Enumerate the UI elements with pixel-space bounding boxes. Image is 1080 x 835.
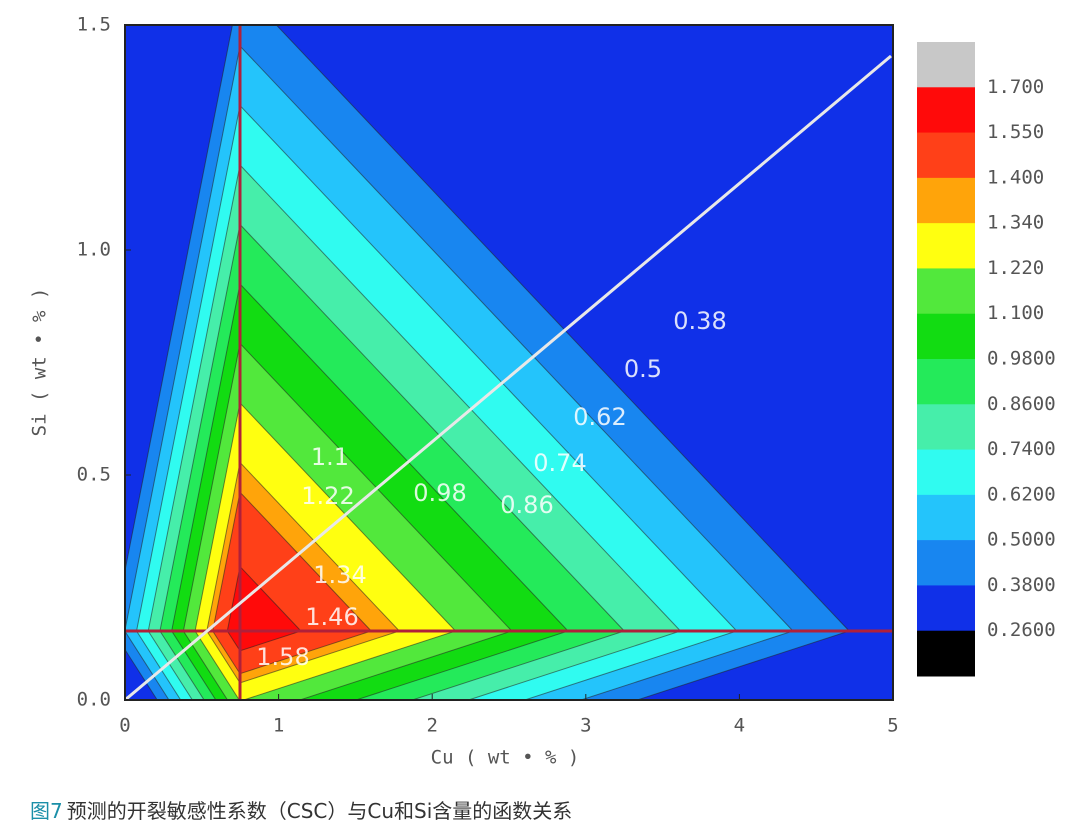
x-tick-label: 3 (580, 715, 591, 737)
x-tick-label: 5 (887, 715, 898, 737)
colorbar-label: 1.100 (987, 302, 1044, 324)
colorbar-swatch (917, 359, 975, 405)
colorbar-label: 0.7400 (987, 438, 1056, 460)
colorbar-swatch (917, 223, 975, 269)
colorbar-swatch (917, 268, 975, 315)
contour-label: 1.1 (311, 443, 349, 471)
colorbar-label: 0.8600 (987, 393, 1056, 415)
colorbar-label: 0.5000 (987, 529, 1056, 551)
colorbar-swatch (917, 313, 975, 360)
colorbar-swatch (917, 630, 975, 677)
y-tick-label: 0.0 (77, 689, 111, 711)
contour-label: 1.22 (301, 482, 354, 510)
x-tick-label: 4 (734, 715, 745, 737)
y-tick-label: 0.5 (77, 464, 111, 486)
x-tick-label: 2 (426, 715, 437, 737)
diagonal-line (125, 54, 892, 700)
colorbar-swatch (917, 404, 975, 451)
colorbar-label: 0.2600 (987, 619, 1056, 641)
colorbar-label: 1.400 (987, 166, 1044, 188)
contour-label: 0.74 (533, 449, 586, 477)
caption: 图7 预测的开裂敏感性系数（CSC）与Cu和Si含量的函数关系 (30, 799, 572, 823)
figure-label: 图7 (30, 799, 63, 823)
colorbar-label: 0.6200 (987, 483, 1056, 505)
y-tick-label: 1.5 (77, 14, 111, 36)
contour-label: 1.58 (256, 643, 309, 671)
colorbar-swatch (917, 494, 975, 541)
colorbar-label: 1.340 (987, 212, 1044, 234)
contour-label: 0.38 (673, 307, 726, 335)
colorbar-swatch (917, 177, 975, 224)
contour-label: 1.34 (313, 561, 366, 589)
contour-label: 0.62 (573, 403, 626, 431)
colorbar-swatch (917, 585, 975, 632)
x-axis-title: Cu ( wt • % ) (431, 747, 580, 769)
contour-label: 0.98 (413, 479, 466, 507)
contour-label: 0.86 (500, 491, 553, 519)
plot-frame (124, 24, 894, 701)
caption-text: 预测的开裂敏感性系数（CSC）与Cu和Si含量的函数关系 (67, 799, 573, 823)
plot-area (125, 25, 893, 700)
colorbar-label: 1.220 (987, 257, 1044, 279)
colorbar-swatch (917, 132, 975, 179)
colorbar-swatch (917, 540, 975, 586)
contour-label: 0.5 (624, 355, 662, 383)
colorbar-label: 1.700 (987, 76, 1044, 98)
colorbar-label: 0.3800 (987, 574, 1056, 596)
contour-label: 1.46 (305, 603, 358, 631)
colorbar-swatch (917, 42, 975, 88)
colorbar-swatch (917, 87, 975, 134)
colorbar-label: 1.550 (987, 121, 1044, 143)
x-tick-label: 1 (273, 715, 284, 737)
colorbar-swatch (917, 449, 975, 496)
y-axis-title: Si ( wt • % ) (29, 288, 51, 437)
x-tick-label: 0 (119, 715, 130, 737)
y-tick-label: 1.0 (77, 239, 111, 261)
colorbar-label: 0.9800 (987, 348, 1056, 370)
